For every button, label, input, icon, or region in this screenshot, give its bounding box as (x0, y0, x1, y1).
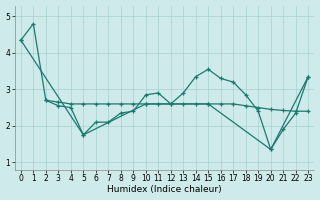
X-axis label: Humidex (Indice chaleur): Humidex (Indice chaleur) (107, 185, 222, 194)
